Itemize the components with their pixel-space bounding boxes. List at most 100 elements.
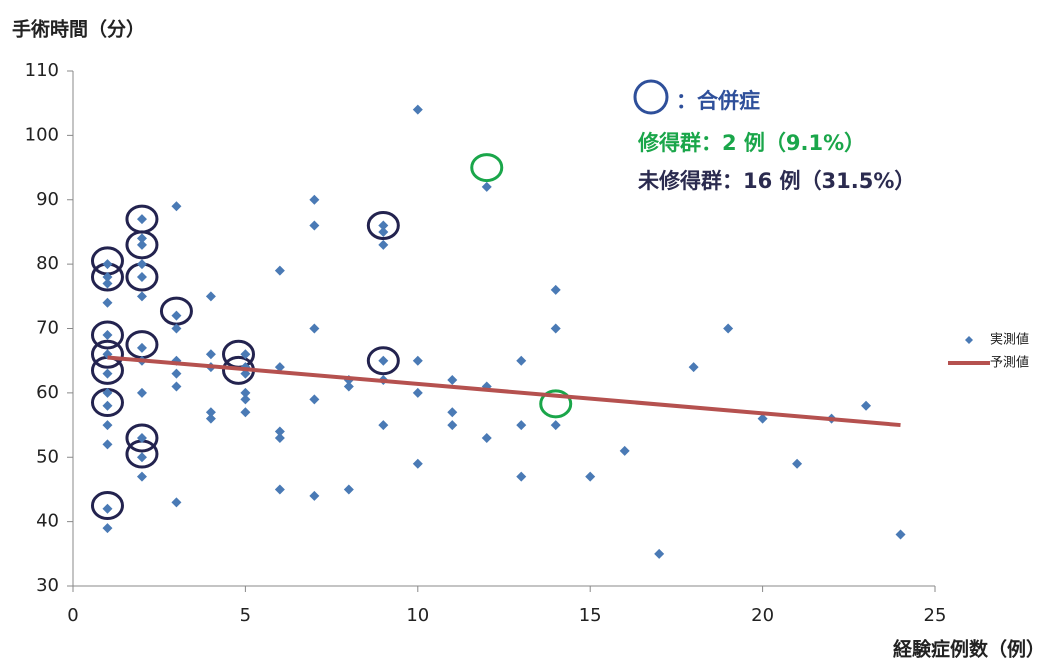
data-point: [102, 297, 113, 308]
legend-key: [965, 336, 973, 344]
annotation: 未修得群：16 例（31.5%）: [638, 169, 915, 193]
data-point: [412, 355, 423, 366]
data-point: [274, 426, 285, 437]
y-axis-title: 手術時間（分）: [12, 18, 145, 41]
data-point: [136, 239, 147, 250]
x-tick-label: 10: [406, 605, 429, 626]
highlight-circle: [90, 339, 124, 369]
data-point: [550, 323, 561, 334]
data-point: [895, 529, 906, 540]
data-point: [171, 310, 182, 321]
legend-circle-icon: [633, 79, 669, 115]
data-point: [205, 349, 216, 360]
data-point: [619, 445, 630, 456]
data-point: [136, 342, 147, 353]
data-point: [447, 420, 458, 431]
highlight-circle: [366, 211, 400, 240]
data-point: [481, 181, 492, 192]
data-point: [309, 394, 320, 405]
y-tick-label: 110: [25, 60, 59, 81]
data-point: [136, 471, 147, 482]
data-point: [550, 284, 561, 295]
data-point: [343, 484, 354, 495]
y-tick-label: 80: [36, 253, 59, 274]
data-point: [136, 291, 147, 302]
data-point: [481, 432, 492, 443]
data-point: [378, 239, 389, 250]
annotation: 修得群：2 例（9.1%）: [637, 131, 865, 155]
data-point: [102, 420, 113, 431]
y-tick-label: 100: [25, 124, 59, 145]
data-point: [861, 400, 872, 411]
data-point: [171, 201, 182, 212]
data-point: [171, 497, 182, 508]
data-point: [274, 432, 285, 443]
data-point: [171, 368, 182, 379]
highlight-circle: [125, 423, 159, 453]
highlight-circle: [125, 230, 159, 260]
data-point: [550, 420, 561, 431]
data-point: [447, 407, 458, 418]
highlight-circle: [470, 153, 504, 183]
highlight-circle: [90, 491, 124, 521]
data-point: [274, 265, 285, 276]
data-point: [171, 323, 182, 334]
data-point: [516, 355, 527, 366]
data-point: [102, 259, 113, 270]
data-point: [136, 259, 147, 270]
y-tick-label: 60: [36, 382, 59, 403]
data-point: [309, 220, 320, 231]
data-point: [136, 432, 147, 443]
highlight-circle: [539, 389, 573, 419]
data-point: [102, 272, 113, 282]
data-point: [723, 323, 734, 334]
annotation: ：合併症: [676, 89, 760, 113]
data-point: [136, 387, 147, 398]
trend-line: [107, 355, 901, 428]
y-tick-label: 40: [36, 511, 59, 532]
data-point: [102, 329, 113, 340]
x-tick-label: 25: [924, 605, 947, 626]
data-point: [171, 381, 182, 392]
data-point: [102, 278, 113, 289]
data-point: [205, 291, 216, 302]
data-point: [688, 362, 699, 373]
data-point: [240, 349, 251, 360]
data-point: [274, 484, 285, 495]
data-point: [102, 503, 113, 514]
data-point: [240, 387, 251, 398]
data-point: [136, 452, 147, 463]
data-point: [240, 407, 251, 418]
data-point: [274, 362, 285, 373]
data-point: [240, 394, 251, 405]
data-point: [136, 233, 147, 244]
data-point: [102, 387, 113, 398]
data-point: [516, 420, 527, 431]
x-tick-label: 20: [751, 605, 774, 626]
data-point: [102, 523, 113, 534]
legend-label: 実測値: [990, 332, 1029, 348]
data-point: [447, 375, 458, 385]
x-tick-label: 5: [240, 605, 251, 626]
data-point: [205, 413, 216, 424]
data-point: [378, 420, 389, 431]
data-point: [378, 226, 389, 237]
y-tick-label: 50: [36, 446, 59, 467]
data-point: [412, 104, 423, 115]
y-tick-label: 30: [36, 575, 59, 596]
data-point: [412, 458, 423, 469]
data-point: [378, 355, 389, 366]
data-point: [102, 400, 113, 411]
data-point: [205, 407, 216, 418]
y-tick-label: 70: [36, 318, 59, 339]
data-point: [102, 439, 113, 450]
highlight-circle: [366, 346, 400, 376]
x-tick-label: 0: [67, 605, 78, 626]
data-point: [102, 368, 113, 379]
data-point: [412, 387, 423, 398]
data-point: [378, 220, 389, 231]
legend-label: 予測値: [990, 355, 1029, 371]
x-tick-label: 15: [579, 605, 602, 626]
data-point: [654, 548, 665, 559]
